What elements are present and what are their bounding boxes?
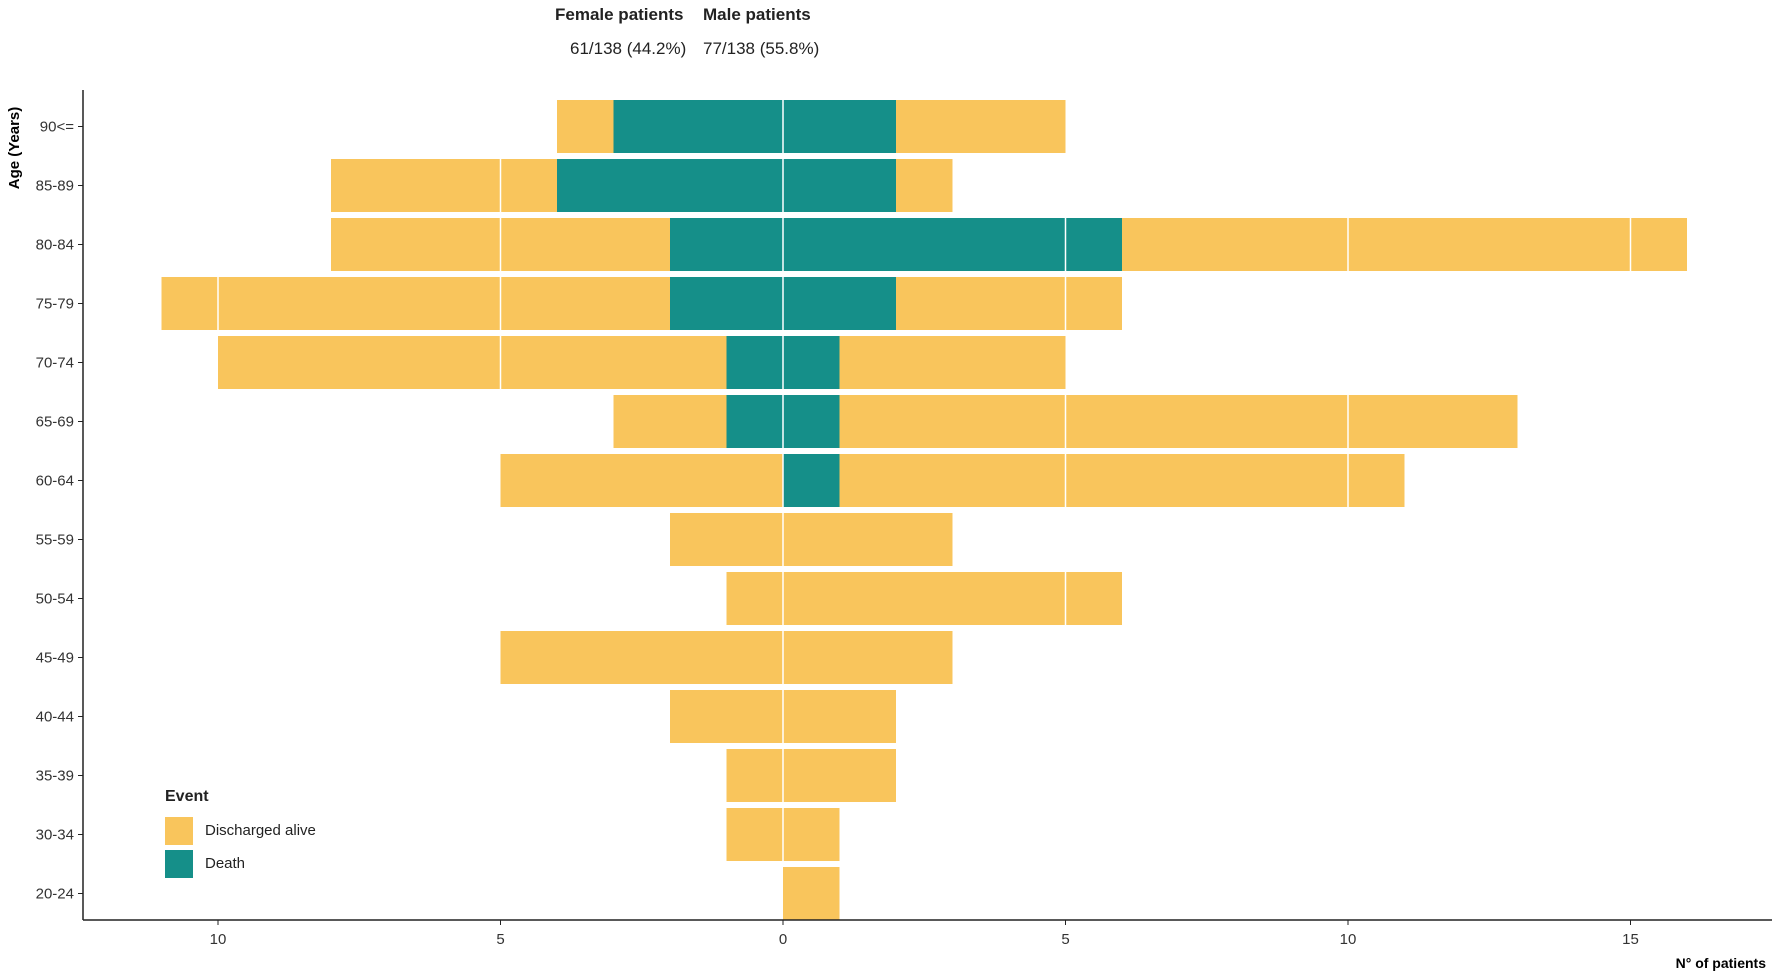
age-row: 55-59 bbox=[36, 513, 953, 566]
x-tick-label: 5 bbox=[1061, 931, 1069, 948]
bar-male-death bbox=[783, 159, 896, 212]
bar-male-discharged bbox=[783, 513, 953, 566]
bar-male-death bbox=[783, 100, 896, 153]
y-tick-label: 55-59 bbox=[36, 532, 74, 549]
axes-group: 10 5 0 5 10 15 bbox=[82, 90, 1772, 948]
y-tick-label: 60-64 bbox=[36, 473, 74, 490]
female-count: 61/138 (44.2%) bbox=[570, 39, 687, 58]
bar-female-death bbox=[613, 100, 783, 153]
legend: Event Discharged alive Death bbox=[165, 788, 316, 880]
bar-female-discharged bbox=[557, 100, 614, 153]
age-row: 35-39 bbox=[36, 749, 896, 802]
y-tick-label: 40-44 bbox=[36, 709, 74, 726]
bar-female-discharged bbox=[670, 513, 783, 566]
bar-male-discharged bbox=[839, 395, 1518, 448]
age-row: 90<= bbox=[40, 100, 1066, 153]
bar-male-discharged bbox=[783, 572, 1122, 625]
bar-female-death bbox=[557, 159, 783, 212]
legend-swatch-discharged bbox=[165, 816, 193, 845]
bar-male-discharged bbox=[839, 336, 1066, 389]
bar-male-discharged bbox=[783, 867, 840, 920]
bar-female-discharged bbox=[613, 395, 727, 448]
bar-female-discharged bbox=[670, 690, 783, 743]
age-row: 65-69 bbox=[36, 395, 1518, 448]
y-tick-label: 50-54 bbox=[36, 591, 74, 608]
age-row: 85-89 bbox=[36, 159, 953, 212]
x-tick-label: 15 bbox=[1622, 931, 1639, 948]
x-tick-label: 10 bbox=[1340, 931, 1357, 948]
x-axis-title: N° of patients bbox=[1676, 955, 1767, 971]
y-tick-label: 20-24 bbox=[36, 886, 74, 903]
age-row: 20-24 bbox=[36, 867, 840, 920]
bar-male-discharged bbox=[783, 749, 896, 802]
x-tick-label: 0 bbox=[779, 931, 787, 948]
y-tick-label: 30-34 bbox=[36, 827, 74, 844]
y-tick-label: 65-69 bbox=[36, 414, 74, 431]
bar-male-discharged bbox=[783, 808, 840, 861]
bar-female-discharged bbox=[161, 277, 670, 330]
bar-female-discharged bbox=[726, 572, 783, 625]
bar-female-discharged bbox=[218, 336, 727, 389]
bar-male-death bbox=[783, 395, 840, 448]
bar-female-discharged bbox=[331, 159, 557, 212]
y-tick-label: 90<= bbox=[40, 119, 74, 136]
bar-female-death bbox=[726, 395, 783, 448]
bar-male-discharged bbox=[783, 690, 896, 743]
x-tick-label: 10 bbox=[210, 931, 227, 948]
legend-label-discharged: Discharged alive bbox=[205, 822, 316, 839]
bar-male-death bbox=[783, 336, 840, 389]
legend-swatch-death bbox=[165, 849, 193, 878]
bar-female-discharged bbox=[500, 454, 783, 507]
legend-item-discharged: Discharged alive bbox=[165, 814, 316, 847]
y-tick-label: 45-49 bbox=[36, 650, 74, 667]
age-row: 50-54 bbox=[36, 572, 1122, 625]
bar-female-death bbox=[670, 218, 783, 271]
bar-male-death bbox=[783, 218, 1122, 271]
bar-male-death bbox=[783, 277, 896, 330]
bar-female-death bbox=[726, 336, 783, 389]
male-count: 77/138 (55.8%) bbox=[703, 39, 820, 58]
y-tick-label: 80-84 bbox=[36, 237, 74, 254]
x-tick-label: 5 bbox=[496, 931, 504, 948]
bar-female-discharged bbox=[726, 808, 783, 861]
legend-title: Event bbox=[165, 788, 209, 805]
age-row: 60-64 bbox=[36, 454, 1405, 507]
bar-female-discharged bbox=[726, 749, 783, 802]
age-row: 80-84 bbox=[36, 218, 1687, 271]
bar-female-death bbox=[670, 277, 783, 330]
y-tick-label: 35-39 bbox=[36, 768, 74, 785]
age-row: 30-34 bbox=[36, 808, 840, 861]
y-axis-title: Age (Years) bbox=[6, 107, 23, 190]
bar-male-discharged bbox=[896, 277, 1122, 330]
male-title: Male patients bbox=[703, 5, 811, 24]
legend-label-death: Death bbox=[205, 855, 246, 872]
bar-male-discharged bbox=[783, 631, 953, 684]
legend-item-death: Death bbox=[165, 847, 316, 880]
bar-male-discharged bbox=[896, 100, 1066, 153]
bars-group: 90<= 85-89 80-84 75-79 70-74 65-69 60-64 55-59 5… bbox=[36, 100, 1687, 920]
age-row: 45-49 bbox=[36, 631, 953, 684]
y-tick-label: 85-89 bbox=[36, 178, 74, 195]
age-row: 75-79 bbox=[36, 277, 1122, 330]
age-row: 70-74 bbox=[36, 336, 1066, 389]
y-tick-label: 70-74 bbox=[36, 355, 74, 372]
bar-male-discharged bbox=[1122, 218, 1687, 271]
bar-male-discharged bbox=[839, 454, 1405, 507]
y-tick-label: 75-79 bbox=[36, 296, 74, 313]
bar-male-discharged bbox=[896, 159, 953, 212]
female-title: Female patients bbox=[555, 5, 684, 24]
age-row: 40-44 bbox=[36, 690, 896, 743]
bar-male-death bbox=[783, 454, 840, 507]
bar-female-discharged bbox=[500, 631, 783, 684]
